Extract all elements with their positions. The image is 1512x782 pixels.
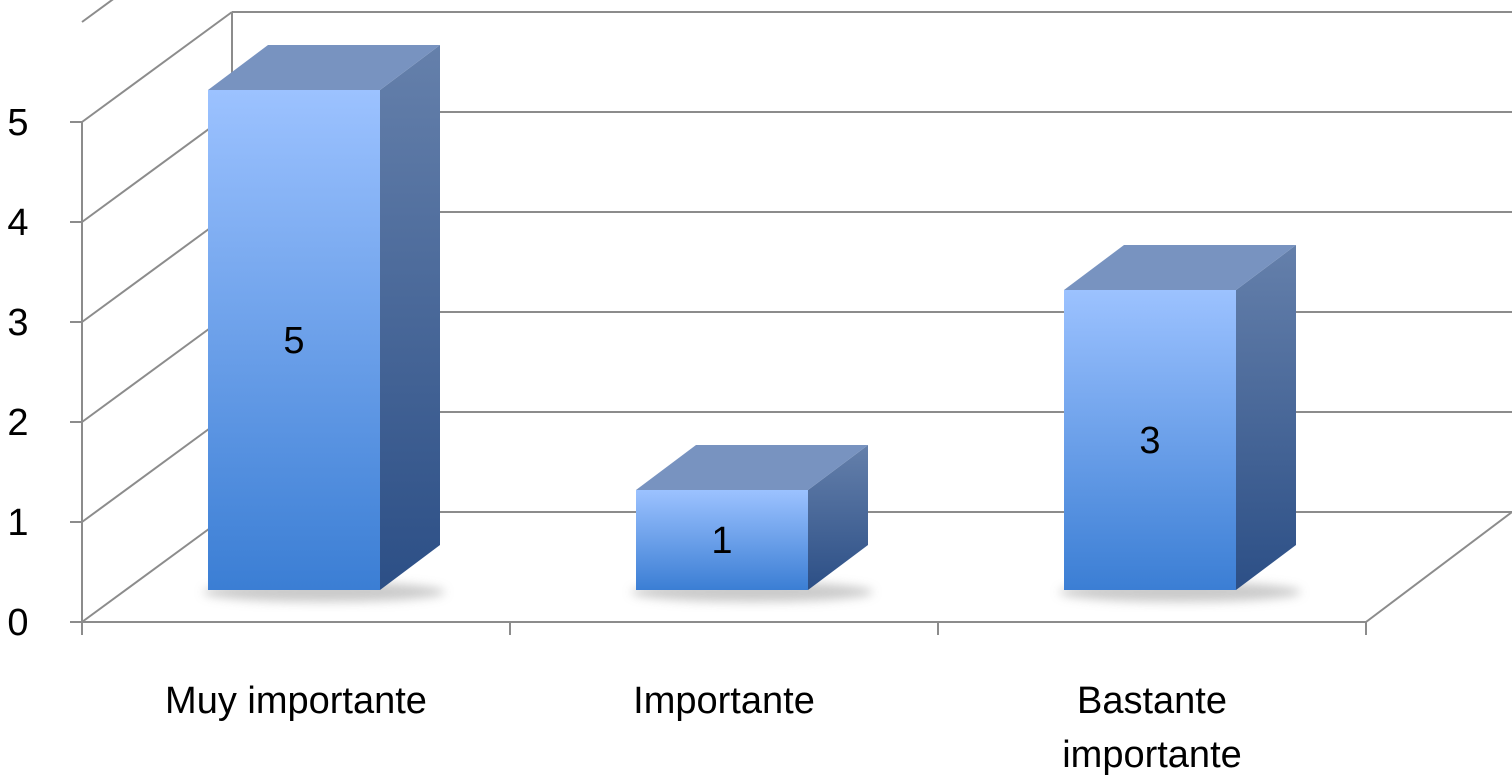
bar-top bbox=[208, 45, 440, 90]
y-tick-label: 0 bbox=[7, 602, 28, 644]
bar: 5 bbox=[203, 45, 445, 602]
bar-value-label: 5 bbox=[283, 320, 304, 362]
bars: 5 1 3 bbox=[203, 45, 1301, 602]
gridline-diagonal bbox=[81, 411, 233, 523]
y-tick-label: 5 bbox=[7, 102, 28, 144]
bar: 1 bbox=[631, 445, 873, 602]
y-axis: 0 1 2 3 4 5 bbox=[7, 102, 82, 644]
category-label: Importante bbox=[633, 680, 815, 722]
gridline-diagonal bbox=[81, 111, 233, 223]
gridline-diagonal bbox=[81, 511, 233, 623]
y-tick-label: 1 bbox=[7, 502, 28, 544]
bar-front bbox=[636, 490, 808, 590]
bar-side bbox=[808, 445, 868, 590]
gridline-diagonal bbox=[81, 211, 233, 323]
gridline-diagonal bbox=[81, 0, 114, 23]
bar-top bbox=[1064, 245, 1296, 290]
bar-value-label: 1 bbox=[711, 520, 732, 562]
bar-side bbox=[1236, 245, 1296, 590]
bar-front bbox=[208, 90, 380, 590]
gridline-diagonal bbox=[81, 311, 233, 423]
y-tick-label: 4 bbox=[7, 202, 28, 244]
bar-value-label: 3 bbox=[1139, 420, 1160, 462]
bar-front bbox=[1064, 290, 1236, 590]
gridline-diagonal bbox=[81, 11, 233, 123]
bar-side bbox=[380, 45, 440, 590]
floor-right-edge bbox=[1365, 511, 1512, 623]
bar: 3 bbox=[1059, 245, 1301, 602]
category-label: Muy importante bbox=[165, 680, 427, 722]
y-tick-label: 3 bbox=[7, 302, 28, 344]
x-axis bbox=[81, 622, 1367, 635]
bar-top bbox=[636, 445, 868, 490]
category-label: Bastante importante bbox=[1062, 680, 1242, 776]
gridlines bbox=[81, 0, 1512, 623]
category-labels: Muy importante Importante Bastante importan… bbox=[165, 680, 1242, 776]
y-tick-label: 2 bbox=[7, 402, 28, 444]
